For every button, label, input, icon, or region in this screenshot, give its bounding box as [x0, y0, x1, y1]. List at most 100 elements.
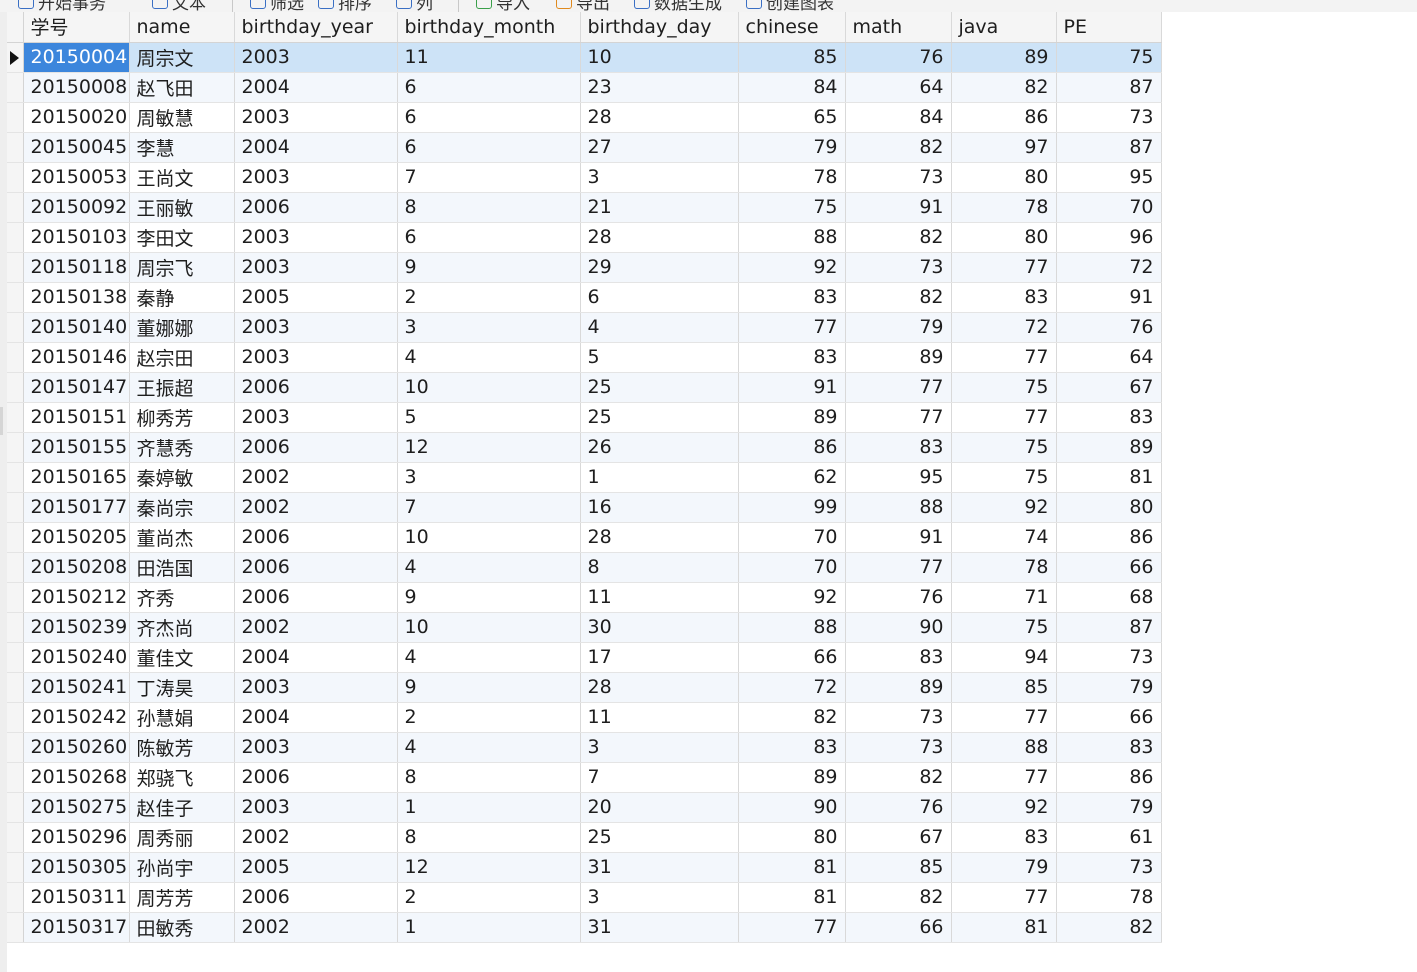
cell-birthday-month[interactable]: 8	[397, 762, 581, 793]
data-generate-button[interactable]: 数据生成	[634, 0, 722, 12]
cell-pe[interactable]: 72	[1056, 252, 1162, 283]
cell-student-id[interactable]: 20150275	[23, 792, 130, 823]
cell-birthday-month[interactable]: 4	[397, 552, 581, 583]
cell-chinese[interactable]: 89	[738, 402, 846, 433]
table-row[interactable]: 20150092 王丽敏 2006 8 21 75 91 78 70	[7, 192, 1162, 223]
cell-chinese[interactable]: 91	[738, 372, 846, 403]
cell-math[interactable]: 85	[845, 852, 952, 883]
cell-java[interactable]: 77	[951, 252, 1057, 283]
cell-name[interactable]: 陈敏芳	[129, 732, 235, 763]
table-row[interactable]: 20150138 秦静 2005 2 6 83 82 83 91	[7, 282, 1162, 313]
cell-math[interactable]: 89	[845, 342, 952, 373]
cell-student-id[interactable]: 20150240	[23, 642, 130, 673]
cell-birthday-day[interactable]: 29	[580, 252, 739, 283]
cell-java[interactable]: 77	[951, 342, 1057, 373]
cell-birthday-day[interactable]: 17	[580, 642, 739, 673]
cell-birthday-day[interactable]: 1	[580, 462, 739, 493]
cell-birthday-year[interactable]: 2006	[234, 762, 398, 793]
cell-pe[interactable]: 73	[1056, 642, 1162, 673]
cell-birthday-day[interactable]: 28	[580, 222, 739, 253]
cell-birthday-day[interactable]: 20	[580, 792, 739, 823]
cell-name[interactable]: 孙尚宇	[129, 852, 235, 883]
column-header-math[interactable]: math	[845, 12, 952, 43]
cell-pe[interactable]: 96	[1056, 222, 1162, 253]
row-indicator[interactable]	[7, 732, 24, 763]
cell-chinese[interactable]: 89	[738, 762, 846, 793]
cell-java[interactable]: 80	[951, 162, 1057, 193]
cell-name[interactable]: 孙慧娟	[129, 702, 235, 733]
cell-birthday-year[interactable]: 2006	[234, 192, 398, 223]
cell-name[interactable]: 秦静	[129, 282, 235, 313]
cell-birthday-month[interactable]: 7	[397, 162, 581, 193]
cell-pe[interactable]: 67	[1056, 372, 1162, 403]
cell-birthday-day[interactable]: 25	[580, 822, 739, 853]
cell-math[interactable]: 91	[845, 522, 952, 553]
cell-birthday-year[interactable]: 2006	[234, 522, 398, 553]
cell-birthday-month[interactable]: 2	[397, 702, 581, 733]
columns-button[interactable]: 列	[396, 0, 433, 12]
cell-birthday-year[interactable]: 2002	[234, 492, 398, 523]
row-indicator[interactable]	[7, 252, 24, 283]
table-row[interactable]: 20150177 秦尚宗 2002 7 16 99 88 92 80	[7, 492, 1162, 523]
cell-chinese[interactable]: 77	[738, 912, 846, 943]
cell-birthday-year[interactable]: 2004	[234, 642, 398, 673]
cell-math[interactable]: 76	[845, 792, 952, 823]
cell-name[interactable]: 李田文	[129, 222, 235, 253]
cell-birthday-year[interactable]: 2003	[234, 222, 398, 253]
cell-student-id[interactable]: 20150004	[23, 42, 130, 73]
cell-student-id[interactable]: 20150147	[23, 372, 130, 403]
cell-birthday-year[interactable]: 2002	[234, 612, 398, 643]
row-indicator[interactable]	[7, 522, 24, 553]
cell-birthday-month[interactable]: 6	[397, 132, 581, 163]
cell-student-id[interactable]: 20150053	[23, 162, 130, 193]
cell-student-id[interactable]: 20150177	[23, 492, 130, 523]
cell-birthday-day[interactable]: 28	[580, 102, 739, 133]
table-row[interactable]: 20150151 柳秀芳 2003 5 25 89 77 77 83	[7, 402, 1162, 433]
cell-java[interactable]: 94	[951, 642, 1057, 673]
cell-java[interactable]: 79	[951, 852, 1057, 883]
cell-name[interactable]: 董娜娜	[129, 312, 235, 343]
cell-java[interactable]: 75	[951, 612, 1057, 643]
row-indicator[interactable]	[7, 222, 24, 253]
table-row[interactable]: 20150260 陈敏芳 2003 4 3 83 73 88 83	[7, 732, 1162, 763]
cell-birthday-year[interactable]: 2003	[234, 252, 398, 283]
table-row[interactable]: 20150155 齐慧秀 2006 12 26 86 83 75 89	[7, 432, 1162, 463]
cell-birthday-year[interactable]: 2002	[234, 462, 398, 493]
cell-math[interactable]: 76	[845, 42, 952, 73]
cell-pe[interactable]: 61	[1056, 822, 1162, 853]
cell-student-id[interactable]: 20150020	[23, 102, 130, 133]
cell-chinese[interactable]: 82	[738, 702, 846, 733]
cell-student-id[interactable]: 20150165	[23, 462, 130, 493]
cell-birthday-day[interactable]: 8	[580, 552, 739, 583]
cell-pe[interactable]: 76	[1056, 312, 1162, 343]
row-indicator[interactable]	[7, 612, 24, 643]
cell-chinese[interactable]: 65	[738, 102, 846, 133]
row-indicator[interactable]	[7, 582, 24, 613]
panel-splitter-handle[interactable]	[0, 407, 3, 435]
cell-name[interactable]: 董佳文	[129, 642, 235, 673]
cell-birthday-month[interactable]: 10	[397, 372, 581, 403]
cell-math[interactable]: 66	[845, 912, 952, 943]
table-row[interactable]: 20150045 李慧 2004 6 27 79 82 97 87	[7, 132, 1162, 163]
cell-pe[interactable]: 87	[1056, 132, 1162, 163]
cell-student-id[interactable]: 20150118	[23, 252, 130, 283]
cell-chinese[interactable]: 83	[738, 732, 846, 763]
cell-pe[interactable]: 73	[1056, 102, 1162, 133]
row-indicator[interactable]	[7, 432, 24, 463]
cell-math[interactable]: 83	[845, 642, 952, 673]
cell-birthday-day[interactable]: 25	[580, 402, 739, 433]
cell-pe[interactable]: 79	[1056, 792, 1162, 823]
table-row[interactable]: 20150241 丁涛昊 2003 9 28 72 89 85 79	[7, 672, 1162, 703]
cell-math[interactable]: 90	[845, 612, 952, 643]
cell-birthday-year[interactable]: 2003	[234, 672, 398, 703]
cell-chinese[interactable]: 72	[738, 672, 846, 703]
create-chart-button[interactable]: 创建图表	[746, 0, 834, 12]
cell-pe[interactable]: 70	[1056, 192, 1162, 223]
cell-birthday-month[interactable]: 4	[397, 642, 581, 673]
cell-chinese[interactable]: 81	[738, 882, 846, 913]
cell-pe[interactable]: 86	[1056, 522, 1162, 553]
row-indicator[interactable]	[7, 912, 24, 943]
cell-student-id[interactable]: 20150241	[23, 672, 130, 703]
table-row[interactable]: 20150103 李田文 2003 6 28 88 82 80 96	[7, 222, 1162, 253]
cell-student-id[interactable]: 20150092	[23, 192, 130, 223]
